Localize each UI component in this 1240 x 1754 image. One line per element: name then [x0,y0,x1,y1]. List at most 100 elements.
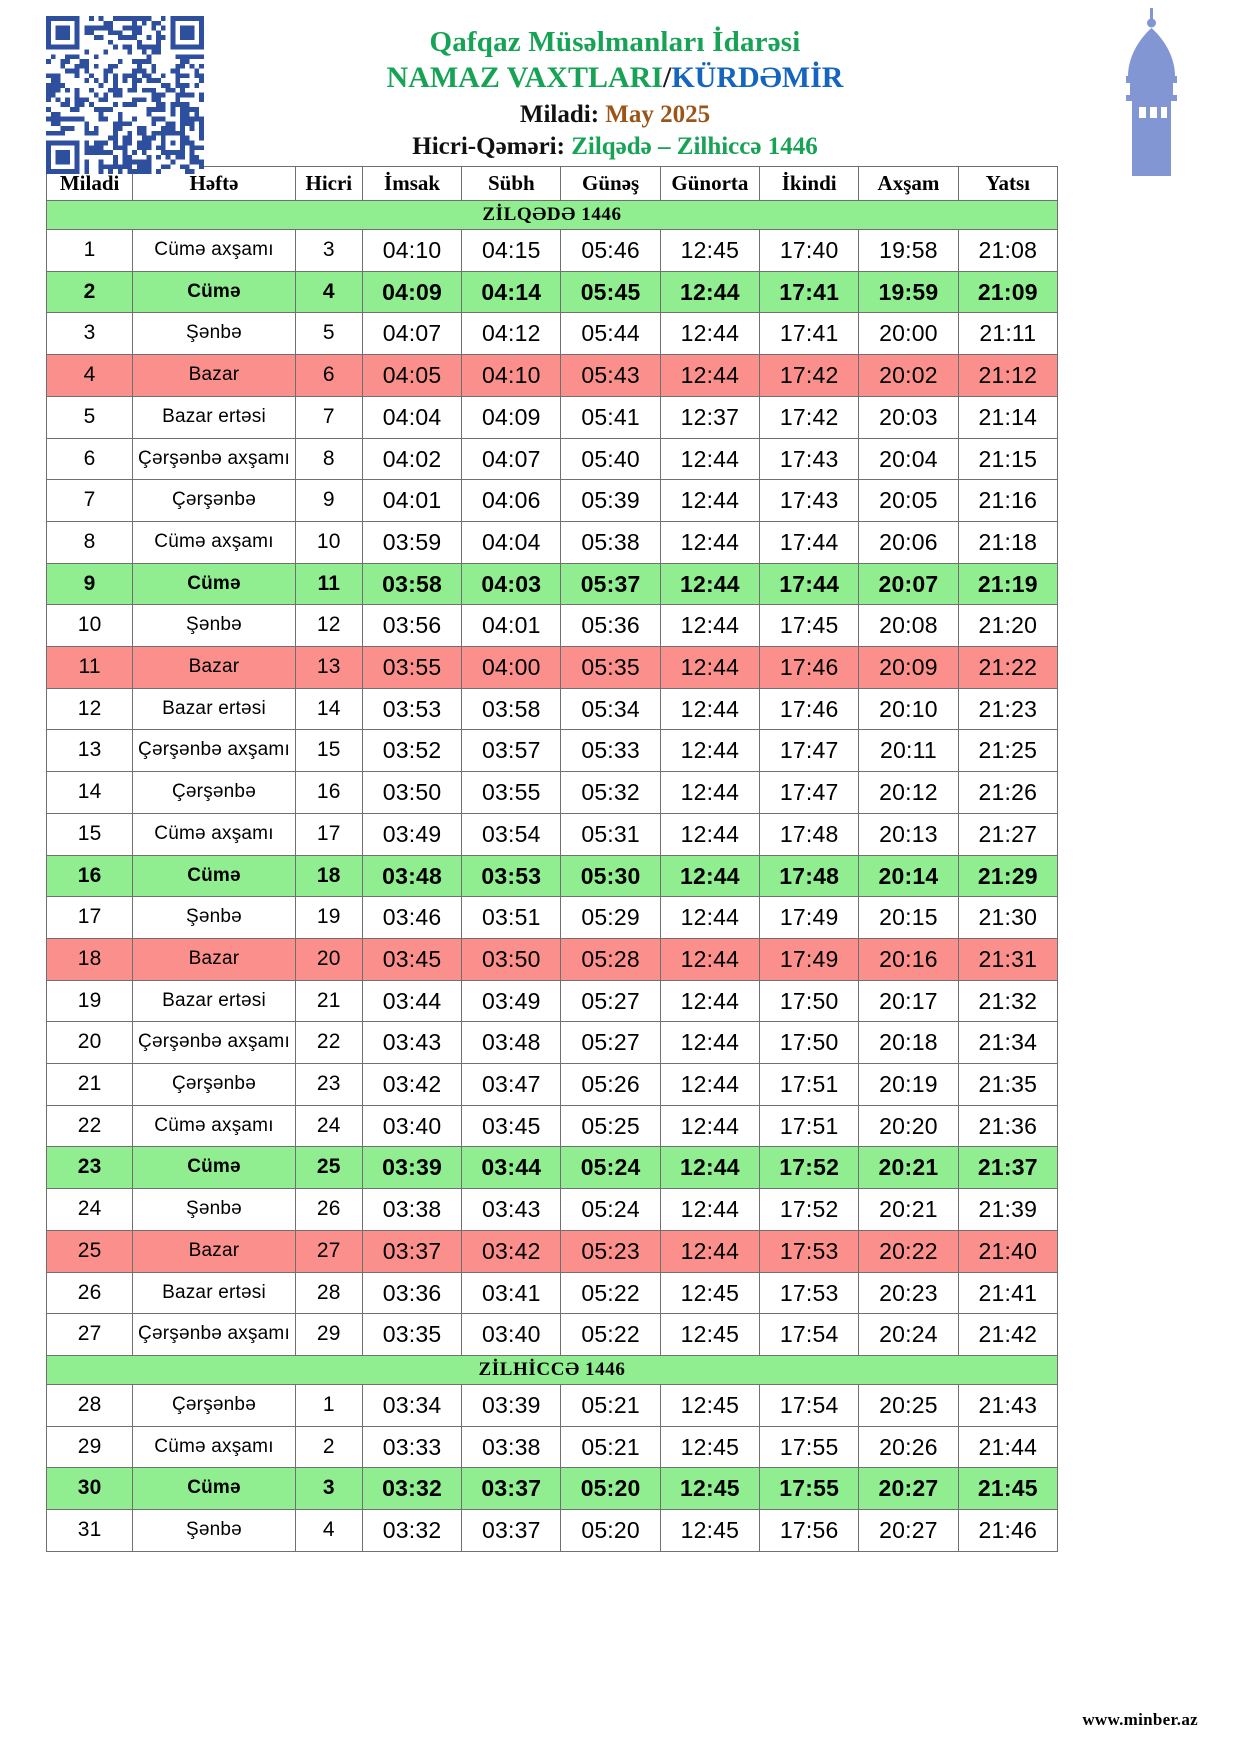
cell-ikindi: 17:41 [759,270,860,314]
cell-subh: 03:40 [461,1313,562,1356]
cell-gunes: 05:33 [560,729,661,773]
cell-miladi: 14 [45,771,134,814]
cell-gunorta: 12:44 [659,1021,761,1065]
cell-subh: 04:01 [461,604,562,648]
table-row: 11 Bazar 13 03:55 04:00 05:35 12:44 17:46 20:09 2… [45,646,1059,689]
cell-subh: 03:39 [461,1383,562,1427]
table-row: 12 Bazar ertəsi 14 03:53 03:58 05:34 12:44 17:4… [45,687,1059,731]
table-row: 23 Cümə 25 03:39 03:44 05:24 12:44 17:52 20:21 21… [45,1146,1059,1190]
cell-miladi: 22 [45,1104,134,1148]
gregorian-line: Miladi: May 2025 [200,100,1030,129]
cell-ikindi: 17:53 [759,1229,860,1273]
cell-hefte: Bazar ertəsi [132,395,296,439]
cell-gunes: 05:30 [560,854,661,898]
cell-gunorta: 12:44 [659,1063,761,1106]
cell-axsam: 20:16 [858,937,959,981]
cell-hefte: Şənbə [132,604,296,648]
cell-ikindi: 17:40 [759,229,860,272]
cell-miladi: 12 [45,687,134,731]
namaz-label: NAMAZ VAXTLARI [386,60,663,94]
hicri-value: Zilqədə – Zilhiccə 1446 [571,133,818,161]
cell-axsam: 20:26 [858,1425,959,1469]
cell-imsak: 03:42 [361,1063,463,1106]
table-row: 27 Çərşənbə axşamı 29 03:35 03:40 05:22 12:45 1… [45,1313,1059,1356]
cell-axsam: 20:11 [858,729,959,773]
table-body: ZİLQƏDƏ 1446 1 Cümə axşamı 3 04:10 04:15 05:46… [45,200,1059,1552]
cell-ikindi: 17:49 [759,896,860,939]
cell-hicri: 16 [294,771,363,814]
cell-yatsi: 21:09 [957,270,1059,314]
cell-hefte: Şənbə [132,312,296,356]
cell-subh: 03:48 [461,1021,562,1065]
cell-subh: 04:06 [461,479,562,522]
cell-subh: 03:47 [461,1063,562,1106]
cell-hefte: Cümə [132,854,296,898]
cell-gunorta: 12:44 [659,312,761,356]
cell-hicri: 13 [294,646,363,689]
cell-imsak: 03:50 [361,771,463,814]
cell-ikindi: 17:50 [759,979,860,1023]
cell-ikindi: 17:44 [759,520,860,564]
cell-axsam: 20:21 [858,1146,959,1190]
cell-yatsi: 21:32 [957,979,1059,1023]
cell-gunes: 05:35 [560,646,661,689]
cell-hicri: 24 [294,1104,363,1148]
cell-gunes: 05:22 [560,1271,661,1315]
title-block: Qafqaz Müsəlmanları İdarəsi NAMAZ VAXTLA… [200,26,1030,161]
cell-hicri: 3 [294,229,363,272]
cell-miladi: 27 [45,1313,134,1356]
table-row: 2 Cümə 4 04:09 04:14 05:45 12:44 17:41 19:59 21:0… [45,270,1059,314]
cell-imsak: 03:53 [361,687,463,731]
cell-imsak: 04:07 [361,312,463,356]
cell-hicri: 3 [294,1467,363,1511]
organization-title: Qafqaz Müsəlmanları İdarəsi [429,26,801,58]
cell-axsam: 20:18 [858,1021,959,1065]
cell-imsak: 03:33 [361,1425,463,1469]
cell-hicri: 28 [294,1271,363,1315]
cell-gunes: 05:36 [560,604,661,648]
cell-miladi: 9 [45,562,134,606]
table-header-row: Miladi Həftə Hicri İmsak Sübh Günəş Güno… [45,166,1059,201]
qr-code-icon [46,16,204,174]
cell-axsam: 20:09 [858,646,959,689]
cell-gunorta: 12:44 [659,729,761,773]
column-header-axsam: Axşam [858,166,959,201]
cell-hefte: Cümə axşamı [132,1104,296,1148]
cell-subh: 03:41 [461,1271,562,1315]
cell-hicri: 4 [294,1509,363,1552]
cell-imsak: 03:46 [361,896,463,939]
cell-imsak: 03:39 [361,1146,463,1190]
cell-miladi: 17 [45,896,134,939]
cell-miladi: 15 [45,812,134,856]
cell-axsam: 20:27 [858,1467,959,1511]
cell-miladi: 28 [45,1383,134,1427]
month-separator-label: ZİLHİCCƏ 1446 [46,1354,1058,1385]
cell-subh: 04:14 [461,270,562,314]
cell-gunes: 05:45 [560,270,661,314]
cell-gunorta: 12:44 [659,1104,761,1148]
cell-gunorta: 12:44 [659,1229,761,1273]
cell-yatsi: 21:39 [957,1188,1059,1231]
table-row: 13 Çərşənbə axşamı 15 03:52 03:57 05:33 12:44 1… [45,729,1059,773]
cell-gunorta: 12:44 [659,937,761,981]
cell-imsak: 03:32 [361,1467,463,1511]
cell-hicri: 5 [294,312,363,356]
cell-yatsi: 21:27 [957,812,1059,856]
cell-hefte: Çərşənbə axşamı [132,1021,296,1065]
cell-gunorta: 12:44 [659,270,761,314]
cell-imsak: 03:32 [361,1509,463,1552]
column-header-yatsi: Yatsı [957,166,1059,201]
table-row: 18 Bazar 20 03:45 03:50 05:28 12:44 17:49 20:16 2… [45,937,1059,981]
cell-miladi: 30 [45,1467,134,1511]
table-row: 26 Bazar ertəsi 28 03:36 03:41 05:22 12:45 17:5… [45,1271,1059,1315]
cell-subh: 03:45 [461,1104,562,1148]
cell-hicri: 12 [294,604,363,648]
cell-axsam: 20:22 [858,1229,959,1273]
cell-subh: 04:15 [461,229,562,272]
column-header-hicri: Hicri [294,166,363,201]
cell-hicri: 26 [294,1188,363,1231]
cell-gunorta: 12:44 [659,687,761,731]
cell-gunorta: 12:44 [659,1188,761,1231]
cell-hicri: 27 [294,1229,363,1273]
cell-gunorta: 12:44 [659,604,761,648]
